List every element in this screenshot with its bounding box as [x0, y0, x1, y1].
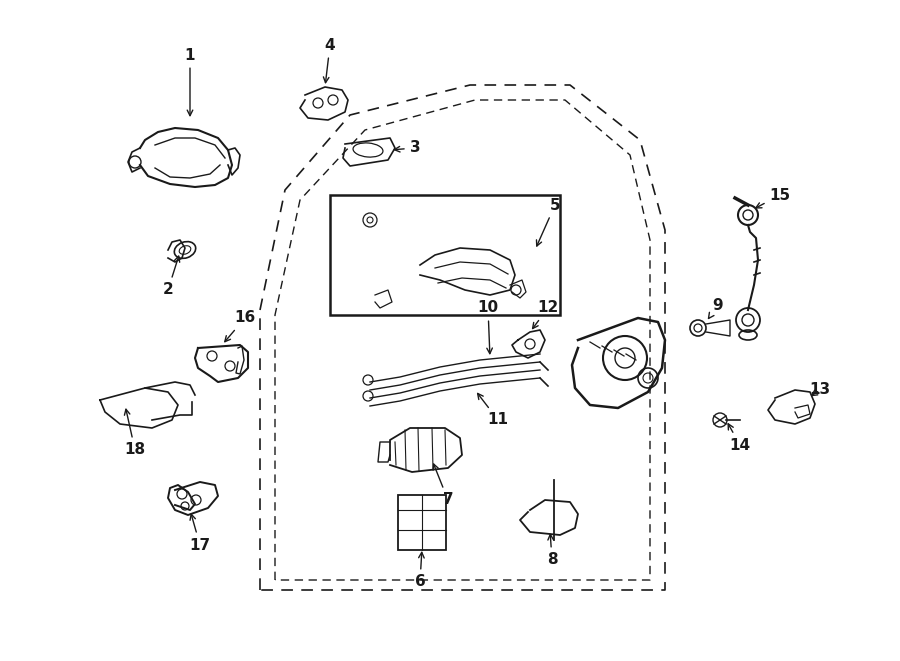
Text: 7: 7 — [433, 464, 454, 508]
Text: 4: 4 — [323, 38, 336, 83]
Bar — [330, 195, 560, 315]
Text: 13: 13 — [809, 383, 831, 397]
Text: 15: 15 — [756, 188, 790, 208]
Text: 16: 16 — [225, 311, 256, 342]
Text: 17: 17 — [189, 514, 211, 553]
Text: 2: 2 — [163, 256, 180, 297]
Text: 8: 8 — [546, 534, 557, 568]
Text: 9: 9 — [708, 297, 724, 319]
Bar — [398, 495, 446, 550]
Text: 18: 18 — [124, 409, 146, 457]
Text: 11: 11 — [478, 393, 508, 428]
Text: 1: 1 — [184, 48, 195, 116]
Text: 10: 10 — [477, 301, 499, 354]
Text: 3: 3 — [394, 141, 420, 155]
Text: 5: 5 — [536, 198, 561, 246]
Text: 14: 14 — [728, 424, 751, 453]
Text: 6: 6 — [415, 553, 426, 590]
Text: 12: 12 — [533, 301, 559, 329]
